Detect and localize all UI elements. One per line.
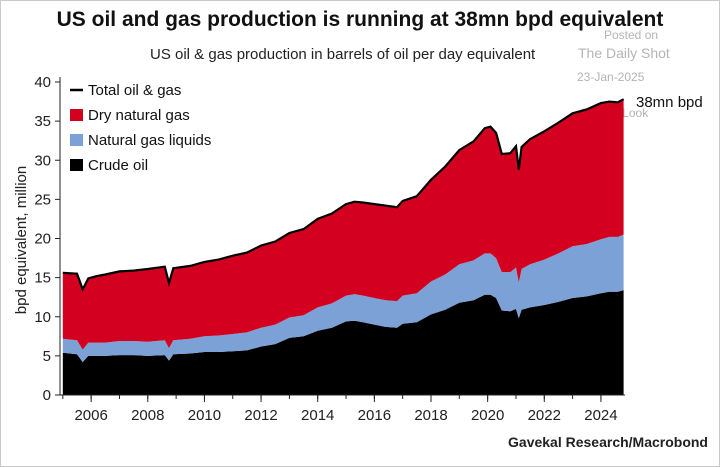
legend: Total oil & gas Dry natural gas Natural ga… — [70, 82, 211, 174]
x-tick-label: 2010 — [188, 407, 221, 424]
series-area-crude — [62, 290, 624, 395]
watermark-posted: Posted on — [604, 28, 659, 42]
x-tick-label: 2024 — [584, 407, 617, 424]
y-tick-label: 15 — [34, 270, 51, 287]
y-tick-label: 20 — [34, 231, 51, 248]
series-area-ngl — [62, 234, 624, 363]
series-area-dry_gas — [62, 99, 624, 350]
axes: 0 5 10 15 20 25 30 35 40 2006 2008 2010 2012 2014 2016… — [34, 74, 625, 424]
x-tick-label: 2016 — [358, 407, 391, 424]
watermark-name: The Daily Shot — [578, 45, 670, 61]
x-tick-label: 2008 — [131, 407, 164, 424]
watermark-date: 23-Jan-2025 — [577, 70, 645, 84]
x-tick-label: 2006 — [74, 407, 107, 424]
x-tick-label: 2018 — [414, 407, 447, 424]
y-tick-label: 40 — [34, 74, 51, 91]
legend-label-crude: Crude oil — [88, 157, 148, 174]
legend-swatch-crude — [70, 159, 83, 171]
y-tick-label: 25 — [34, 191, 51, 208]
x-tick-label: 2012 — [244, 407, 277, 424]
y-tick-label: 5 — [43, 348, 51, 365]
legend-swatch-ngl — [70, 134, 83, 146]
annotation-38mn: 38mn bpd — [636, 94, 703, 111]
y-axis-label: bpd equivalent, million — [13, 166, 30, 314]
y-tick-label: 0 — [43, 387, 51, 404]
source-label: Gavekal Research/Macrobond — [508, 434, 708, 450]
legend-swatch-dry_gas — [70, 109, 83, 121]
x-tick-label: 2014 — [301, 407, 334, 424]
legend-label-total: Total oil & gas — [88, 82, 181, 99]
legend-label-ngl: Natural gas liquids — [88, 132, 211, 149]
chart-subtitle: US oil & gas production in barrels of oi… — [150, 46, 536, 63]
legend-label-dry_gas: Dry natural gas — [88, 107, 190, 124]
x-tick-label: 2022 — [528, 407, 561, 424]
x-tick-label: 2020 — [471, 407, 504, 424]
series-line-total — [62, 98, 625, 293]
y-tick-label: 35 — [34, 113, 51, 130]
y-tick-label: 10 — [34, 309, 51, 326]
plot-area — [62, 98, 625, 395]
y-tick-label: 30 — [34, 152, 51, 169]
chart-title: US oil and gas production is running at … — [56, 8, 664, 31]
